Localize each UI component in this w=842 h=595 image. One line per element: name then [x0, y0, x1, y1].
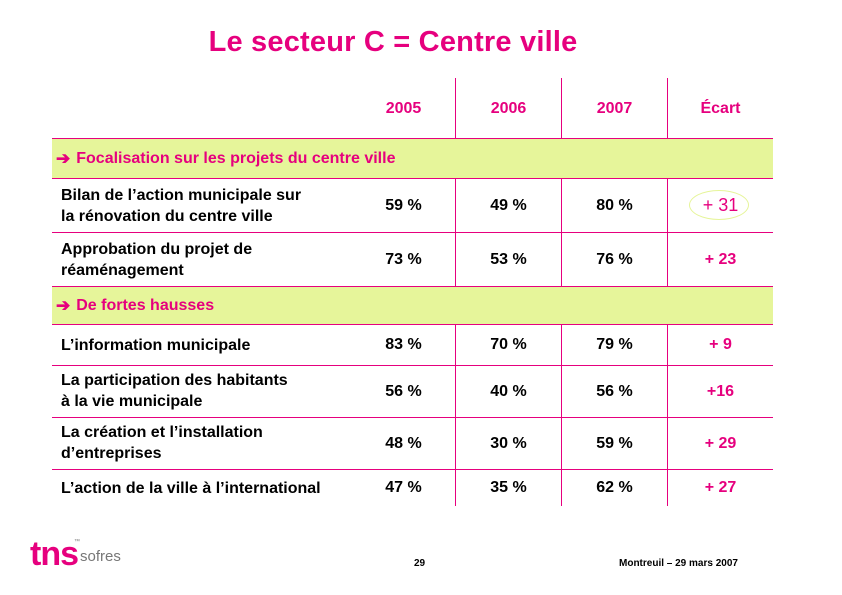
section-label: Focalisation sur les projets du centre v…: [76, 149, 396, 167]
page-number: 29: [414, 558, 426, 569]
value-cell: 59 %: [385, 196, 422, 214]
ecart-cell: + 29: [704, 434, 737, 452]
row-label-line: L’action de la ville à l’international: [61, 479, 321, 497]
value-cell: 56 %: [596, 382, 633, 400]
column-header-ecart: Écart: [700, 100, 741, 117]
highlight-circle: [689, 190, 749, 220]
ecart-cell: + 31: [702, 195, 739, 215]
row-divider: [52, 469, 773, 470]
row-label-line: Approbation du projet de: [61, 241, 253, 258]
column-divider: [561, 78, 562, 138]
column-divider: [561, 324, 562, 506]
row-label-line: réaménagement: [61, 262, 184, 279]
arrow-right-icon: ➔: [56, 295, 71, 315]
row-label-line: la rénovation du centre ville: [61, 208, 273, 225]
footer-date: Montreuil – 29 mars 2007: [619, 558, 738, 569]
value-cell: 56 %: [385, 382, 422, 400]
value-cell: 62 %: [596, 479, 633, 496]
page-title: Le secteur C = Centre ville: [208, 26, 578, 58]
section-band-focalisation: ➔ Focalisation sur les projets du centre…: [52, 139, 773, 178]
section-band-hausses: ➔ De fortes hausses: [52, 287, 773, 324]
value-cell: 79 %: [596, 336, 633, 353]
logo-sub: sofres: [80, 548, 121, 565]
column-header-2006: 2006: [490, 100, 527, 117]
value-cell: 40 %: [490, 382, 527, 400]
row-label: L’action de la ville à l’international: [61, 470, 321, 506]
logo-trademark: ™: [74, 539, 80, 545]
row-label: L’information municipale: [61, 325, 250, 365]
row-divider: [52, 286, 773, 287]
row-divider: [52, 324, 773, 325]
ecart-cell: + 23: [704, 250, 737, 268]
ecart-cell: +16: [706, 382, 735, 400]
row-label: La participation des habitants à la vie m…: [61, 368, 288, 414]
column-divider: [667, 324, 668, 506]
value-cell: 80 %: [596, 196, 633, 214]
column-header-2007: 2007: [596, 100, 633, 117]
row-divider: [52, 232, 773, 233]
row-label: La création et l’installation d’entrepris…: [61, 420, 263, 466]
section-label: De fortes hausses: [76, 296, 215, 314]
row-divider: [52, 138, 773, 139]
value-cell: 48 %: [385, 434, 422, 452]
column-divider: [667, 78, 668, 138]
value-cell: 76 %: [596, 250, 633, 268]
row-label-line: L’information municipale: [61, 336, 251, 354]
value-cell: 49 %: [490, 196, 527, 214]
value-cell: 59 %: [596, 434, 633, 452]
row-label: Approbation du projet de réaménagement: [61, 236, 252, 284]
column-header-2005: 2005: [385, 100, 422, 117]
value-cell: 73 %: [385, 250, 422, 268]
row-label: Bilan de l’action municipale sur la rénov…: [61, 183, 301, 229]
row-label-line: d’entreprises: [61, 445, 162, 462]
ecart-cell: + 9: [709, 336, 732, 353]
value-cell: 53 %: [490, 250, 527, 268]
tns-sofres-logo: tns sofres ™: [30, 537, 121, 571]
row-divider: [52, 417, 773, 418]
row-label-line: La participation des habitants: [61, 372, 288, 389]
arrow-right-icon: ➔: [56, 148, 71, 168]
value-cell: 70 %: [490, 336, 527, 353]
value-cell: 47 %: [385, 479, 422, 496]
value-cell: 30 %: [490, 434, 527, 452]
row-divider: [52, 365, 773, 366]
row-label-line: à la vie municipale: [61, 393, 203, 410]
row-label-line: Bilan de l’action municipale sur: [61, 187, 302, 204]
ecart-cell: + 27: [704, 479, 737, 496]
row-label-line: La création et l’installation: [61, 424, 263, 441]
row-divider: [52, 178, 773, 179]
logo-brand: tns: [30, 535, 79, 573]
column-divider: [455, 78, 456, 138]
value-cell: 83 %: [385, 336, 422, 353]
value-cell: 35 %: [490, 479, 527, 496]
column-divider: [455, 324, 456, 506]
